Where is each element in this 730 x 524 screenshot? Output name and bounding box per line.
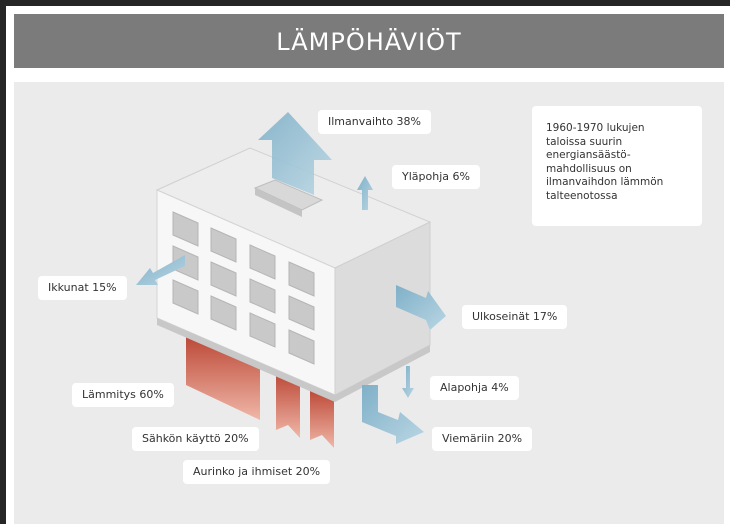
label: Yläpohja 6%: [392, 165, 480, 189]
title-bar: LÄMPÖHÄVIÖT: [14, 14, 724, 68]
label: Alapohja 4%: [430, 376, 519, 400]
sun-people-arrow: [310, 385, 334, 448]
electricity-arrow: [276, 368, 300, 438]
illustration: [136, 112, 446, 448]
note-line: ilmanvaihdon lämmön: [546, 176, 664, 188]
label: Viemäriin 20%: [432, 427, 533, 451]
note-line: talteenotossa: [546, 189, 618, 202]
note: 1960-1970 lukujen taloissa suurin energi…: [532, 106, 702, 226]
vent-side: [255, 188, 302, 217]
label: Aurinko ja ihmiset 20%: [183, 460, 331, 484]
note-line: 1960-1970 lukujen: [546, 122, 645, 134]
note-line: energiansäästö-: [546, 149, 631, 161]
label: Ikkunat 15%: [38, 276, 127, 300]
note-line: taloissa suurin: [546, 135, 623, 148]
walls-arrow: [396, 285, 446, 330]
ventilation-arrow: [258, 112, 332, 195]
note-line: mahdollisuus on: [546, 162, 632, 175]
label: Ulkoseinät 17%: [462, 305, 568, 329]
frame: LÄMPÖHÄVIÖT Ilmanvaihto 38% Yläpohja 6%: [6, 6, 730, 524]
label: Lämmitys 60%: [72, 383, 174, 407]
title: LÄMPÖHÄVIÖT: [276, 28, 462, 56]
sewer-arrow: [362, 385, 424, 444]
windows: [172, 211, 315, 365]
floor-arrow: [402, 366, 414, 398]
roof-arrow: [357, 176, 373, 210]
label: Sähkön käyttö 20%: [132, 427, 259, 451]
label: Ilmanvaihto 38%: [318, 110, 431, 134]
windows-arrow: [136, 255, 185, 285]
foundation: [157, 318, 430, 402]
